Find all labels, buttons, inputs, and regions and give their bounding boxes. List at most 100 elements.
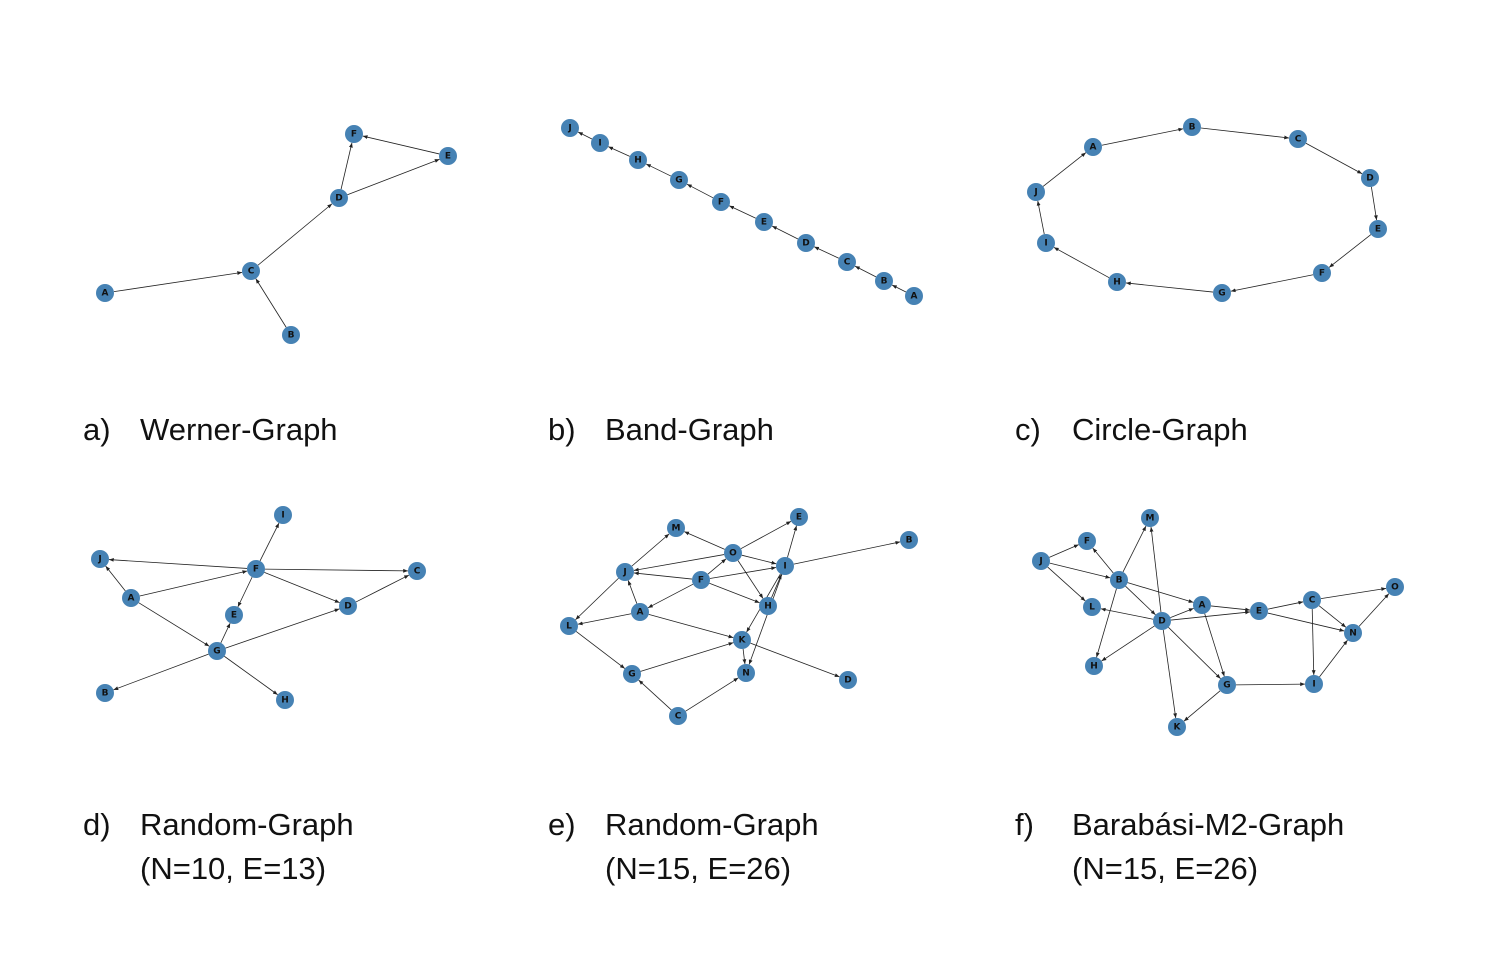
node-label: I	[281, 511, 284, 521]
node	[122, 589, 140, 607]
node-label: A	[1090, 143, 1097, 153]
edge-arrow	[608, 146, 630, 157]
node	[225, 606, 243, 624]
node-label: G	[675, 176, 682, 186]
node-label: J	[1038, 557, 1042, 567]
node	[1108, 273, 1126, 291]
node	[1037, 234, 1055, 252]
edge-arrow	[113, 653, 209, 691]
caption-subtitle: (N=10, E=13)	[140, 851, 326, 886]
node-label: F	[351, 130, 357, 140]
edge-arrow	[362, 135, 440, 155]
node-label: B	[1189, 123, 1196, 133]
node-label: L	[1089, 603, 1095, 613]
edge-arrow	[1318, 605, 1347, 628]
node-label: E	[1375, 225, 1381, 235]
node	[276, 691, 294, 709]
node	[1369, 220, 1387, 238]
node-label: F	[1319, 269, 1325, 279]
node-label: A	[128, 594, 135, 604]
node	[1250, 602, 1268, 620]
edge-arrow	[264, 568, 409, 573]
caption-title: Random-Graph	[140, 807, 354, 842]
caption-title: Circle-Graph	[1072, 412, 1248, 447]
edge-arrow	[1101, 625, 1155, 662]
node	[330, 189, 348, 207]
node	[408, 562, 426, 580]
node	[1084, 138, 1102, 156]
node-label: B	[102, 689, 109, 699]
edge-arrow	[1125, 281, 1214, 293]
node-label: B	[1116, 576, 1123, 586]
caption-title: Band-Graph	[605, 412, 774, 447]
node	[900, 531, 918, 549]
edge-arrow	[1042, 152, 1087, 187]
node	[1305, 675, 1323, 693]
edge-arrow	[1204, 613, 1225, 677]
edge-arrow	[347, 158, 440, 196]
caption-label: f)	[1015, 807, 1034, 842]
node-label: N	[742, 669, 750, 679]
edge-arrow	[633, 571, 693, 580]
edge-arrow	[255, 278, 287, 328]
node-label: I	[598, 139, 601, 149]
node	[1085, 657, 1103, 675]
caption-label: a)	[83, 412, 111, 447]
edge-arrow	[1170, 610, 1251, 621]
node-label: H	[634, 156, 642, 166]
node	[667, 519, 685, 537]
caption-label: b)	[548, 412, 576, 447]
node-label: C	[844, 258, 851, 268]
edge-arrow	[264, 571, 340, 604]
edge-arrow	[771, 574, 782, 598]
edge-arrow	[1200, 127, 1290, 140]
node-label: F	[718, 198, 724, 208]
node-label: G	[1218, 289, 1225, 299]
edge-arrow	[891, 284, 907, 293]
node-label: H	[1090, 662, 1098, 672]
node-label: I	[783, 562, 786, 572]
node	[838, 253, 856, 271]
node	[616, 563, 634, 581]
node	[1289, 130, 1307, 148]
node	[282, 326, 300, 344]
edge-arrow	[742, 648, 747, 665]
node-label: M	[672, 524, 681, 534]
node-label: A	[911, 292, 918, 302]
edge-arrow	[793, 540, 901, 565]
edge-arrow	[139, 570, 248, 597]
edge-arrow	[105, 565, 126, 592]
node	[629, 151, 647, 169]
node	[561, 119, 579, 137]
node	[839, 671, 857, 689]
node-label: C	[414, 567, 421, 577]
edge-arrow	[707, 558, 727, 575]
node	[1153, 612, 1171, 630]
node-label: J	[567, 124, 571, 134]
node-label: B	[906, 536, 913, 546]
edge-arrow	[575, 631, 626, 669]
edge-arrow	[627, 580, 638, 604]
edge-arrow	[1267, 612, 1345, 632]
edge-arrow	[1162, 629, 1177, 719]
node	[1083, 598, 1101, 616]
node-label: L	[566, 622, 572, 632]
node	[208, 642, 226, 660]
edge-arrow	[224, 655, 278, 696]
edge-arrow	[1311, 608, 1316, 676]
edge-arrow	[220, 622, 231, 644]
node	[797, 234, 815, 252]
node-label: H	[281, 696, 289, 706]
edge-arrow	[1092, 547, 1114, 574]
edge-arrow	[259, 522, 280, 562]
edge-arrow	[631, 533, 670, 567]
node-label: O	[1391, 583, 1399, 593]
caption-label: c)	[1015, 412, 1041, 447]
edge-arrow	[355, 574, 410, 603]
node	[1386, 578, 1404, 596]
edge-arrow	[1168, 627, 1221, 679]
edge-arrow	[1096, 588, 1117, 658]
edge-arrow	[684, 531, 725, 550]
edge-arrow	[108, 557, 248, 569]
edge-arrow	[1210, 605, 1251, 612]
